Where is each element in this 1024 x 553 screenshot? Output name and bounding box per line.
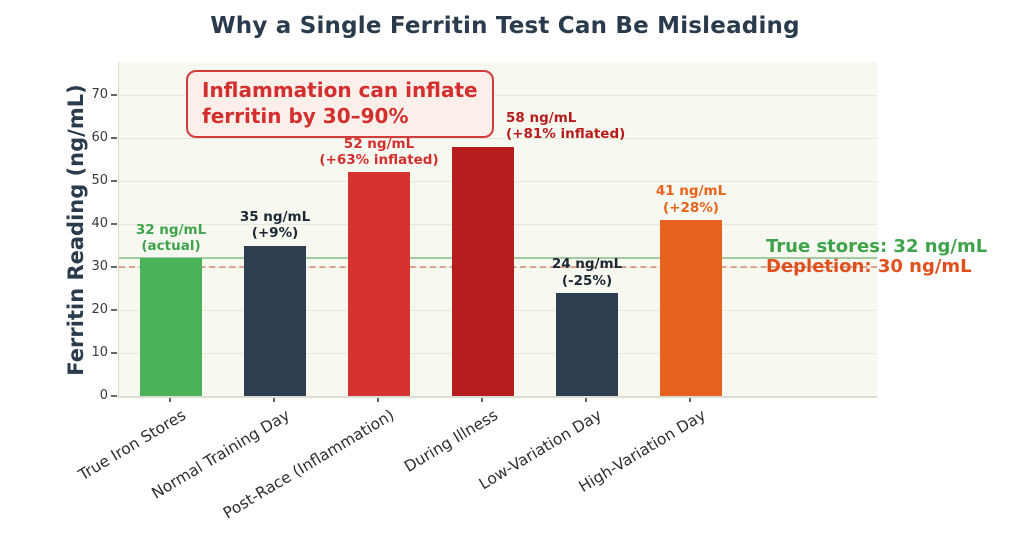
gridline	[119, 138, 877, 139]
depletion-label: Depletion: 30 ng/mL	[766, 256, 972, 277]
bar-pct-line: (+81% inflated)	[506, 126, 626, 143]
x-tick-mark	[585, 398, 587, 402]
y-tick-mark	[111, 309, 117, 311]
x-tick-mark	[689, 398, 691, 402]
x-tick-mark	[169, 398, 171, 402]
y-tick-mark	[111, 223, 117, 225]
x-tick-label: Post-Race (Inflammation)	[219, 406, 398, 523]
bar-value-label: 35 ng/mL (+9%)	[240, 209, 310, 241]
y-tick-mark	[111, 352, 117, 354]
bar	[452, 146, 514, 396]
y-tick-label: 20	[91, 302, 108, 317]
y-tick-label: 50	[91, 173, 108, 188]
true-stores-label: True stores: 32 ng/mL	[766, 236, 988, 257]
bar-value-line: 32 ng/mL	[135, 222, 207, 239]
bar-pct-line: (+9%)	[251, 225, 299, 242]
plot-area: 32 ng/mL (actual) 35 ng/mL (+9%) 52 ng/mL (+6…	[118, 62, 877, 398]
y-tick-label: 40	[91, 216, 108, 231]
bar-pct-line: (+63% inflated)	[319, 152, 439, 169]
y-tick-mark	[111, 266, 117, 268]
y-tick-label: 0	[99, 388, 108, 403]
bar-value-line: 52 ng/mL	[343, 136, 415, 153]
bar	[660, 219, 722, 396]
bar	[244, 245, 306, 396]
bar-value-label: 32 ng/mL (actual)	[136, 222, 206, 254]
bar-value-label: 58 ng/mL (+81% inflated)	[506, 110, 625, 142]
y-tick-mark	[111, 137, 117, 139]
y-tick-label: 10	[91, 345, 108, 360]
bar-value-line: 58 ng/mL	[506, 110, 577, 127]
chart-title: Why a Single Ferritin Test Can Be Mislea…	[210, 13, 800, 39]
gridline	[119, 95, 877, 96]
bar-value-line: 41 ng/mL	[655, 183, 727, 200]
bar	[556, 292, 618, 396]
callout-line-2: ferritin by 30–90%	[202, 104, 409, 128]
bar-value-label: 52 ng/mL (+63% inflated)	[319, 136, 438, 168]
bar-pct-line: (+28%)	[663, 199, 719, 216]
bar-pct-line: (actual)	[141, 238, 201, 255]
x-tick-mark	[377, 398, 379, 402]
bar-value-line: 24 ng/mL	[551, 256, 623, 273]
bar	[140, 258, 202, 396]
bar	[348, 172, 410, 396]
x-tick-label: During Illness	[401, 406, 502, 476]
y-tick-label: 30	[91, 259, 108, 274]
inflammation-callout: Inflammation can inflate ferritin by 30–…	[186, 70, 494, 138]
y-tick-mark	[111, 94, 117, 96]
x-tick-mark	[273, 398, 275, 402]
y-tick-mark	[111, 180, 117, 182]
y-tick-label: 70	[91, 87, 108, 102]
bar-value-label: 24 ng/mL (-25%)	[552, 256, 622, 288]
y-tick-label: 60	[91, 130, 108, 145]
x-tick-mark	[481, 398, 483, 402]
y-tick-mark	[111, 395, 117, 397]
bar-value-label: 41 ng/mL (+28%)	[656, 183, 726, 215]
bar-pct-line: (-25%)	[561, 272, 613, 289]
bar-value-line: 35 ng/mL	[239, 209, 311, 226]
callout-line-1: Inflammation can inflate	[202, 78, 478, 102]
reference-line-legend: True stores: 32 ng/mL Depletion: 30 ng/mL	[766, 237, 987, 277]
